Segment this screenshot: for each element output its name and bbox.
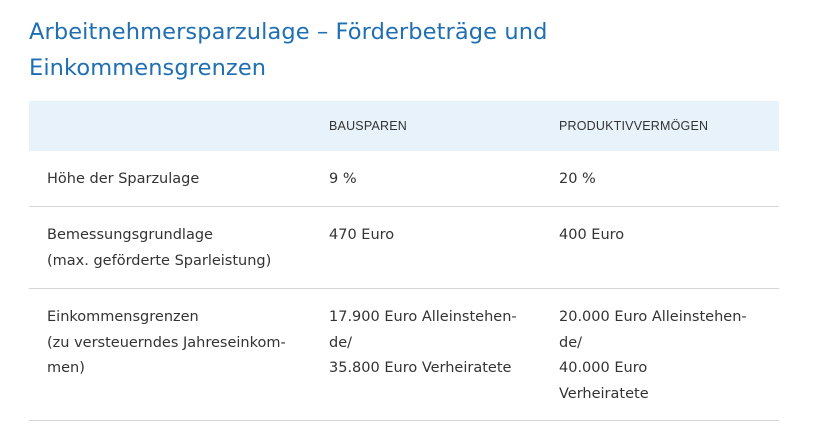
cell-produktivvermoegen: 400 Euro: [541, 206, 779, 289]
cell-bausparen: 9 %: [311, 151, 541, 207]
table-row: Bemessungsgrundlage (max. geförderte Spa…: [29, 206, 779, 289]
row-label: Einkommensgrenzen (zu versteuerndes Jahr…: [29, 288, 311, 421]
subsidy-table: BAUSPAREN PRODUKTIVVERMÖGEN Höhe der Spa…: [29, 101, 779, 421]
row-label: Bemessungsgrundlage (max. geförderte Spa…: [29, 206, 311, 289]
cell-line: Einkommensgrenzen: [47, 309, 199, 325]
cell-line: 20 %: [559, 171, 596, 187]
table-header-row: BAUSPAREN PRODUKTIVVERMÖGEN: [29, 101, 779, 151]
cell-line: Verheiratete: [559, 385, 649, 402]
page-title: Arbeitnehmersparzulage – Förderbeträge u…: [29, 14, 629, 86]
header-empty: [29, 101, 311, 151]
cell-line: men): [47, 360, 85, 376]
table-row: Einkommensgrenzen (zu versteuerndes Jahr…: [29, 288, 779, 421]
cell-line: (max. geförderte Sparleistung): [47, 252, 272, 269]
cell-line: Bemessungsgrundlage: [47, 227, 213, 243]
page-title-line-2: Einkommensgrenzen: [29, 55, 267, 81]
cell-bausparen: 470 Euro: [311, 206, 541, 289]
cell-produktivvermoegen: 20 %: [541, 151, 779, 207]
cell-bausparen: 17.900 Euro Alleinstehen- de/ 35.800 Eur…: [311, 288, 541, 421]
cell-line: 9 %: [329, 171, 357, 187]
cell-line: 400 Euro: [559, 227, 625, 243]
header-bausparen: BAUSPAREN: [329, 119, 407, 133]
cell-line: (zu versteuerndes Jahreseinkom-: [47, 334, 286, 351]
cell-line: 35.800 Euro Verheiratete: [329, 360, 512, 376]
cell-produktivvermoegen: 20.000 Euro Alleinstehen- de/ 40.000 Eur…: [541, 288, 779, 421]
row-label: Höhe der Sparzulage: [29, 151, 311, 207]
cell-line: de/: [329, 334, 353, 351]
cell-line: 40.000 Euro: [559, 360, 648, 376]
cell-line: 17.900 Euro Alleinstehen-: [329, 309, 517, 325]
cell-line: 470 Euro: [329, 227, 395, 243]
cell-line: 20.000 Euro Alleinstehen-: [559, 309, 747, 325]
cell-line: Höhe der Sparzulage: [47, 171, 200, 187]
cell-line: de/: [559, 334, 583, 351]
header-produktivvermoegen: PRODUKTIVVERMÖGEN: [559, 119, 709, 133]
page-title-line-1: Arbeitnehmersparzulage – Förderbeträge u…: [29, 19, 548, 45]
table-row: Höhe der Sparzulage 9 % 20 %: [29, 151, 779, 207]
